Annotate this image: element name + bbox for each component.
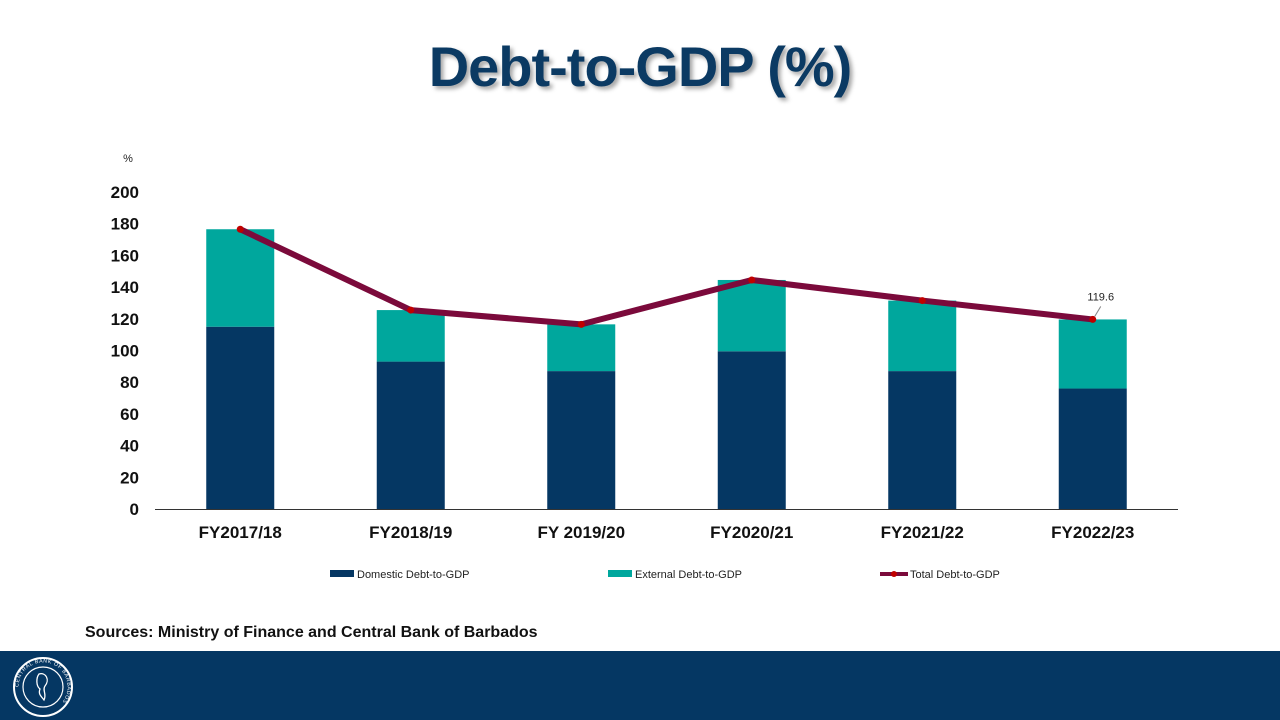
line-total	[237, 226, 1096, 328]
annotation-leader	[1094, 306, 1102, 317]
central-bank-seal-logo: CENTRAL BANK OF BARBADOS	[13, 657, 73, 717]
legend-swatch	[608, 570, 632, 577]
legend-marker	[891, 571, 897, 577]
x-tick-label: FY2020/21	[710, 523, 793, 542]
y-tick-label: 180	[111, 215, 139, 234]
legend-label: Total Debt-to-GDP	[910, 569, 1000, 581]
point-total	[236, 225, 244, 233]
y-tick-label: 40	[120, 437, 139, 456]
legend-swatch	[330, 570, 354, 577]
bar-external	[206, 229, 275, 327]
y-tick-label: 100	[111, 342, 139, 361]
bar-domestic	[717, 351, 786, 509]
bar-external	[717, 279, 786, 352]
bar-domestic	[547, 371, 616, 509]
bar-external	[888, 300, 957, 372]
bar-external	[1058, 319, 1127, 389]
y-tick-label: 60	[120, 405, 139, 424]
x-tick-label: FY2018/19	[369, 523, 452, 542]
y-tick-label: 0	[130, 500, 139, 519]
point-total	[918, 297, 926, 305]
point-total	[407, 306, 415, 314]
y-tick-label: 200	[111, 183, 139, 202]
sources-note: Sources: Ministry of Finance and Central…	[85, 624, 538, 641]
x-tick-label: FY2021/22	[881, 523, 964, 542]
bar-external	[547, 324, 616, 372]
point-total	[577, 320, 585, 328]
point-total	[1089, 315, 1097, 323]
footer-bar: CENTRAL BANK OF BARBADOS	[0, 651, 1280, 720]
x-tick-label: FY2017/18	[199, 523, 282, 542]
y-unit-label: %	[123, 153, 133, 165]
legend-label: External Debt-to-GDP	[635, 569, 742, 581]
x-tick-label: FY 2019/20	[537, 523, 625, 542]
page-title: Debt-to-GDP (%)	[428, 35, 853, 98]
y-tick-label: 120	[111, 310, 139, 329]
data-label-total: 119.6	[1087, 291, 1114, 303]
point-total	[748, 276, 756, 284]
bar-domestic	[376, 361, 445, 509]
legend-label: Domestic Debt-to-GDP	[357, 569, 469, 581]
y-tick-label: 160	[111, 246, 139, 265]
bar-domestic	[206, 326, 275, 509]
bar-domestic	[1058, 388, 1127, 509]
y-tick-label: 80	[120, 373, 139, 392]
y-tick-label: 20	[120, 468, 139, 487]
y-tick-label: 140	[111, 278, 139, 297]
x-tick-label: FY2022/23	[1051, 523, 1134, 542]
bar-external	[376, 310, 445, 362]
seahorse-icon	[36, 673, 48, 702]
bar-domestic	[888, 371, 957, 509]
